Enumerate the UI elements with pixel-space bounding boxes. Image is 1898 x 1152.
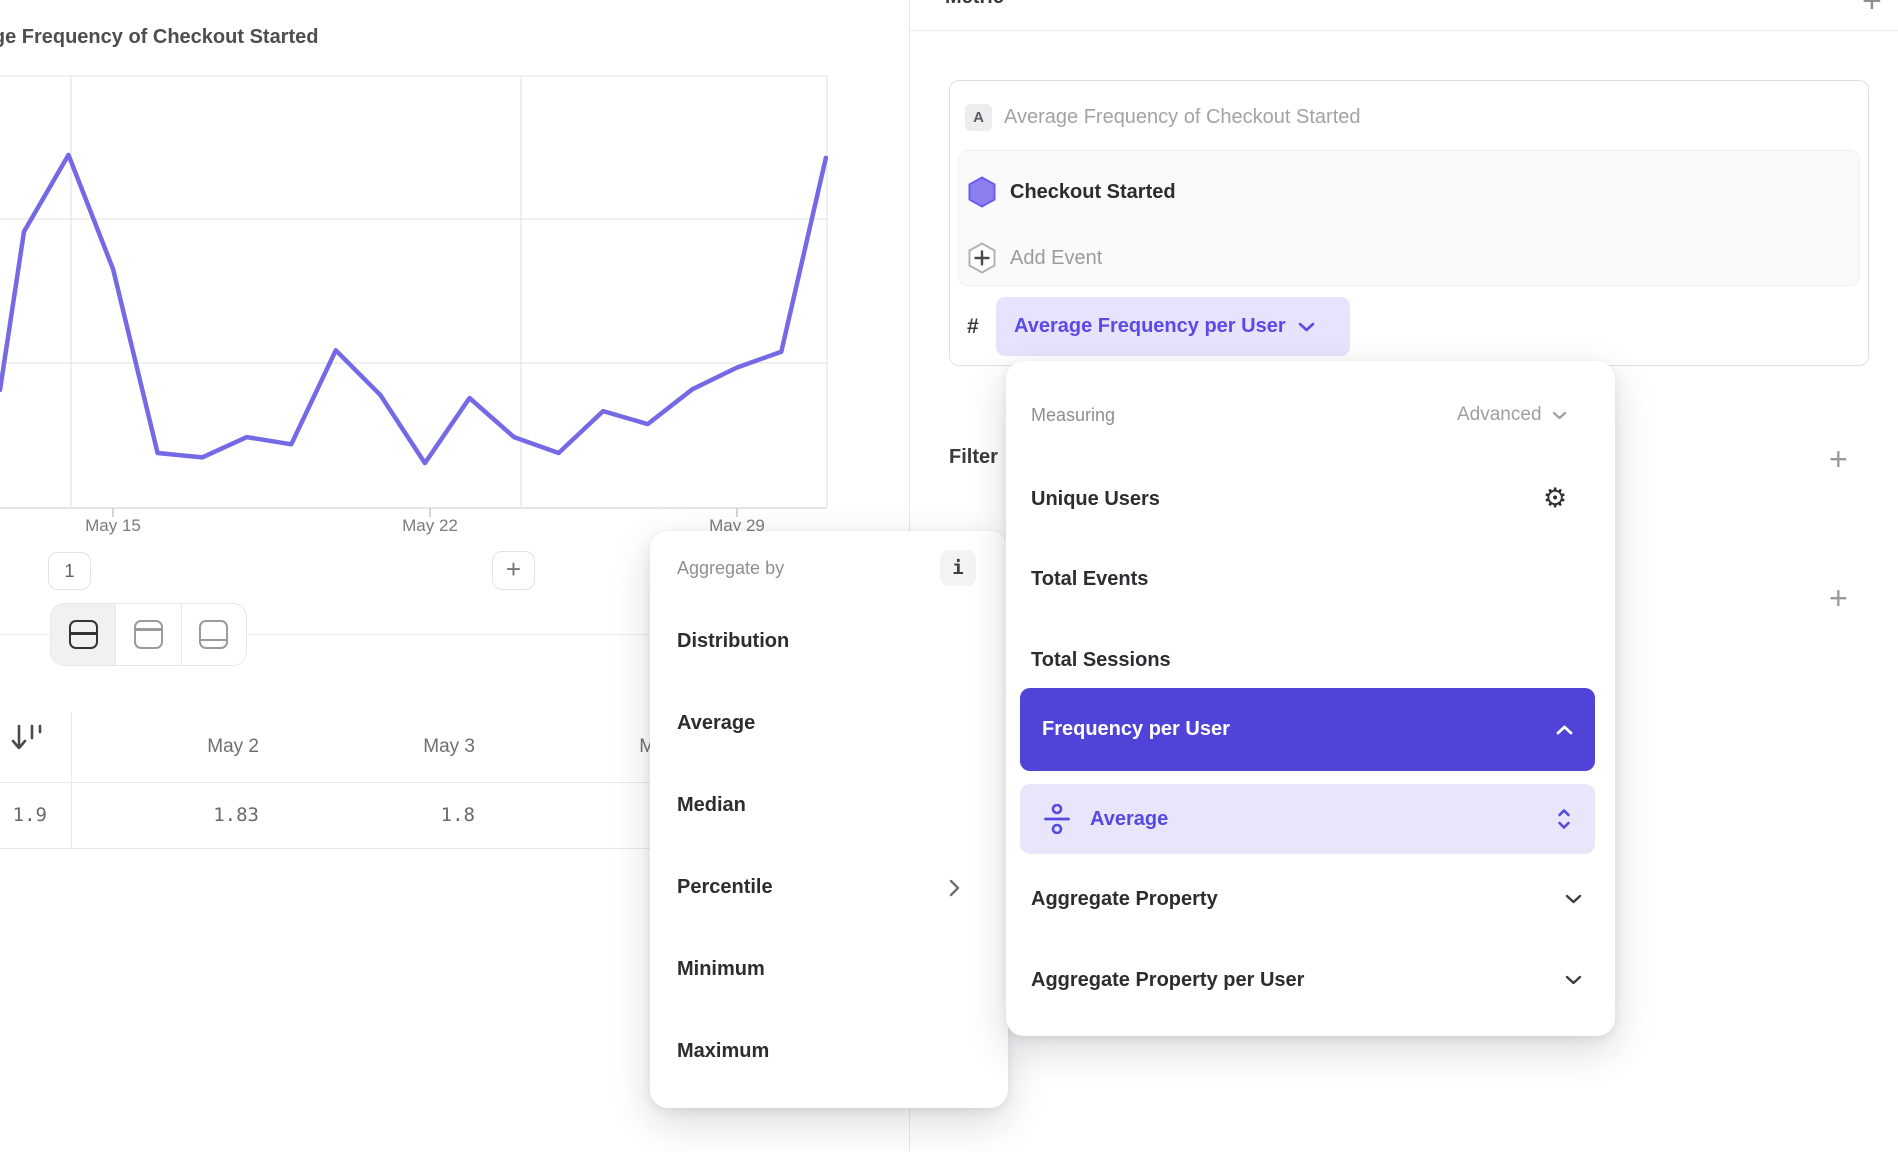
menu-item-maximum[interactable]: Maximum [677,1039,770,1062]
frequency-per-user-label: Frequency per User [1042,718,1230,740]
sub-option-average[interactable]: Average [1020,784,1595,854]
metric-section-title: Metric [945,0,1004,9]
x-tick-label: May 15 [85,516,141,535]
add-breakdown-button[interactable]: + [1829,580,1848,616]
chevron-down-icon [1565,975,1582,985]
advanced-label: Advanced [1457,404,1542,425]
top-bar-view-icon [133,620,163,649]
menu-item-average[interactable]: Average [677,711,756,734]
chevron-right-icon [949,879,960,897]
segment-count-badge[interactable]: 1 [48,552,91,590]
table-column-divider [71,712,72,848]
metric-section-underline [909,30,1898,31]
event-list-box [958,150,1860,286]
average-label: Average [1090,807,1169,830]
aggregate-by-menu [650,531,1008,1108]
split-view-icon [68,620,98,649]
layout-split-button[interactable] [51,604,117,665]
table-header-may-3[interactable]: May 3 [423,736,475,757]
metric-name-input[interactable]: Average Frequency of Checkout Started [1004,106,1361,128]
add-annotation-button[interactable]: + [492,551,535,590]
add-event-label: Add Event [1010,246,1103,269]
x-tick-label: May 29 [709,516,765,535]
series-line-checkout-started[interactable] [0,152,829,466]
measuring-item-unique-users[interactable]: Unique Users [1031,487,1160,510]
chevron-up-icon [1556,725,1573,734]
division-icon [1044,804,1070,834]
line-chart[interactable] [0,60,830,530]
measurement-dropdown[interactable]: Average Frequency per User [996,297,1350,356]
measuring-item-aggregate-property[interactable]: Aggregate Property [1031,887,1218,910]
table-cell-may-3: 1.8 [440,804,475,826]
gear-icon[interactable]: ⚙ [1543,483,1568,513]
event-row-checkout-started[interactable]: Checkout Started [968,176,1176,208]
measuring-item-total-events[interactable]: Total Events [1031,567,1149,590]
chart-title: Average Frequency of Checkout Started [0,26,319,48]
menu-item-distribution[interactable]: Distribution [677,629,790,652]
add-filter-button[interactable]: + [1829,441,1848,477]
measurement-dropdown-label: Average Frequency per User [1014,315,1286,337]
sort-descending-icon[interactable] [10,723,48,755]
layout-toggle-group [50,603,247,666]
measuring-label: Measuring [1031,404,1116,425]
info-button[interactable]: i [940,550,976,586]
measuring-item-frequency-per-user-selected[interactable]: Frequency per User [1020,688,1595,771]
advanced-dropdown[interactable]: Advanced [1457,403,1567,427]
chevron-up-down-icon [1558,809,1570,829]
layout-table-bottom-button[interactable] [182,604,246,665]
menu-item-minimum[interactable]: Minimum [677,957,765,980]
measuring-item-aggregate-property-per-user[interactable]: Aggregate Property per User [1031,968,1305,991]
event-hexagon-icon [968,176,996,208]
aggregate-by-label: Aggregate by [677,557,785,578]
filter-section-title: Filter [949,446,998,468]
table-cell-may-2: 1.83 [213,804,259,826]
add-metric-button[interactable]: + [1862,0,1882,20]
layout-chart-top-button[interactable] [116,604,182,665]
section-divider-line [0,634,909,635]
numeric-measure-icon: # [967,315,979,338]
add-event-row[interactable]: Add Event [968,242,1102,274]
query-letter-badge: A [965,104,992,131]
menu-item-percentile[interactable]: Percentile [677,875,773,898]
x-tick-label: May 22 [402,516,458,535]
table-cell-clipped: 1.9 [12,804,47,826]
event-label: Checkout Started [1010,180,1176,203]
chevron-down-icon [1552,411,1566,419]
chevron-down-icon [1298,322,1314,331]
measuring-item-total-sessions[interactable]: Total Sessions [1031,648,1171,671]
table-header-divider [0,782,909,783]
table-header-may-2[interactable]: May 2 [207,736,259,757]
chevron-down-icon [1565,894,1582,904]
bottom-bar-view-icon [199,620,229,649]
table-bottom-border [0,848,909,849]
add-event-hexagon-icon [968,242,996,274]
menu-item-median[interactable]: Median [677,793,746,816]
